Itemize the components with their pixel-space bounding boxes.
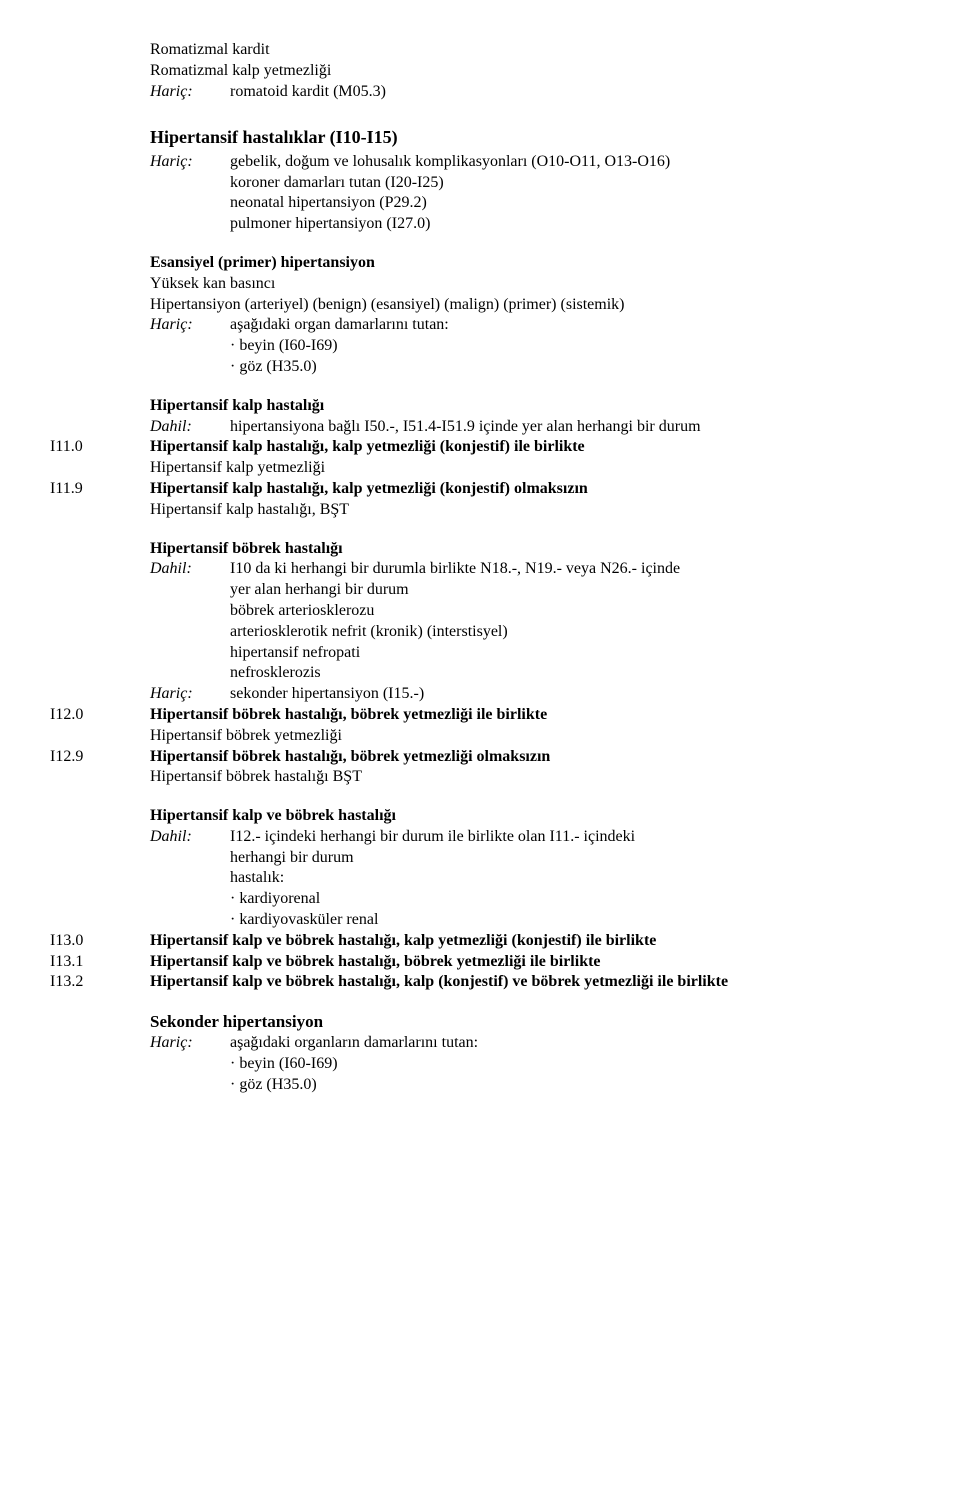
haric-text: aşağıdaki organların damarlarını tutan: [230,1033,478,1054]
main-section: Hipertansif hastalıklar (I10-I15) Hariç:… [50,112,910,235]
bullet: kardiyovasküler renal [230,910,635,931]
intro-block: Romatizmal kardit Romatizmal kalp yetmez… [50,40,910,102]
intro-line2: Romatizmal kalp yetmezliği [150,61,910,82]
i130-title: Hipertansif kalp ve böbrek hastalığı, ka… [150,931,910,952]
esansiyel-line1: Yüksek kan basıncı [150,274,910,295]
i110-sub: Hipertansif kalp yetmezliği [150,458,910,479]
haric-text: aşağıdaki organ damarlarını tutan: [230,315,449,336]
code-i120: I12.0 [50,705,150,747]
dahil-text2: yer alan herhangi bir durum [230,580,680,601]
dahil-line: arteriosklerotik nefrit (kronik) (inters… [230,622,680,643]
main-section-title: Hipertansif hastalıklar (I10-I15) [150,126,910,149]
bullet: kardiyorenal [230,889,635,910]
haric-line: neonatal hipertansiyon (P29.2) [230,193,670,214]
bobrek-title: Hipertansif böbrek hastalığı [150,539,910,560]
haric-text: sekonder hipertansiyon (I15.-) [230,684,424,705]
dahil-line: böbrek arteriosklerozu [230,601,680,622]
bullet: beyin (I60-I69) [230,336,449,357]
dahil-text3: hastalık: [230,868,635,889]
kalp-title: Hipertansif kalp hastalığı [150,396,910,417]
bullet: beyin (I60-I69) [230,1054,478,1075]
dahil-text1: I12.- içindeki herhangi bir durum ile bi… [230,827,635,848]
dahil-label: Dahil: [150,559,230,684]
i131-title: Hipertansif kalp ve böbrek hastalığı, bö… [150,952,910,973]
haric-line: koroner damarları tutan (I20-I25) [230,173,670,194]
sekonder-block: Sekonder hipertansiyon Hariç: aşağıdaki … [50,1003,910,1095]
dahil-label: Dahil: [150,827,230,931]
bobrek-block: Hipertansif böbrek hastalığı Dahil: I10 … [50,531,910,789]
esansiyel-block: Esansiyel (primer) hipertansiyon Yüksek … [50,245,910,378]
kalp-bobrek-title: Hipertansif kalp ve böbrek hastalığı [150,806,910,827]
dahil-line: nefrosklerozis [230,663,680,684]
code-i131: I13.1 [50,952,150,973]
esansiyel-title: Esansiyel (primer) hipertansiyon [150,253,910,274]
haric-label: Hariç: [150,315,230,377]
dahil-text1: I10 da ki herhangi bir durumla birlikte … [230,559,680,580]
kalp-block: Hipertansif kalp hastalığı Dahil: hipert… [50,388,910,521]
i120-title: Hipertansif böbrek hastalığı, böbrek yet… [150,705,910,726]
dahil-line: hipertansif nefropati [230,643,680,664]
code-i130: I13.0 [50,931,150,952]
haric-label: Hariç: [150,1033,230,1095]
haric-line: pulmoner hipertansiyon (I27.0) [230,214,670,235]
bullet: göz (H35.0) [230,1075,478,1096]
i129-sub: Hipertansif böbrek hastalığı BŞT [150,767,910,788]
kalp-bobrek-block: Hipertansif kalp ve böbrek hastalığı Dah… [50,798,910,993]
i120-sub: Hipertansif böbrek yetmezliği [150,726,910,747]
intro-line1: Romatizmal kardit [150,40,910,61]
i110-title: Hipertansif kalp hastalığı, kalp yetmezl… [150,437,910,458]
i129-title: Hipertansif böbrek hastalığı, böbrek yet… [150,747,910,768]
code-i132: I13.2 [50,972,150,993]
sekonder-title: Sekonder hipertansiyon [150,1011,910,1033]
code-i110: I11.0 [50,437,150,479]
code-i119: I11.9 [50,479,150,521]
haric-label: Hariç: [150,82,230,103]
haric-line: gebelik, doğum ve lohusalık komplikasyon… [230,152,670,173]
i132-title: Hipertansif kalp ve böbrek hastalığı, ka… [150,972,910,993]
dahil-text2: herhangi bir durum [230,848,635,869]
code-i129: I12.9 [50,747,150,789]
dahil-text: hipertansiyona bağlı I50.-, I51.4-I51.9 … [230,417,701,438]
haric-label: Hariç: [150,152,230,235]
haric-label: Hariç: [150,684,230,705]
i119-sub: Hipertansif kalp hastalığı, BŞT [150,500,910,521]
esansiyel-line2: Hipertansiyon (arteriyel) (benign) (esan… [150,295,910,316]
bullet: göz (H35.0) [230,357,449,378]
i119-title: Hipertansif kalp hastalığı, kalp yetmezl… [150,479,910,500]
dahil-label: Dahil: [150,417,230,438]
haric-text: romatoid kardit (M05.3) [230,82,386,103]
